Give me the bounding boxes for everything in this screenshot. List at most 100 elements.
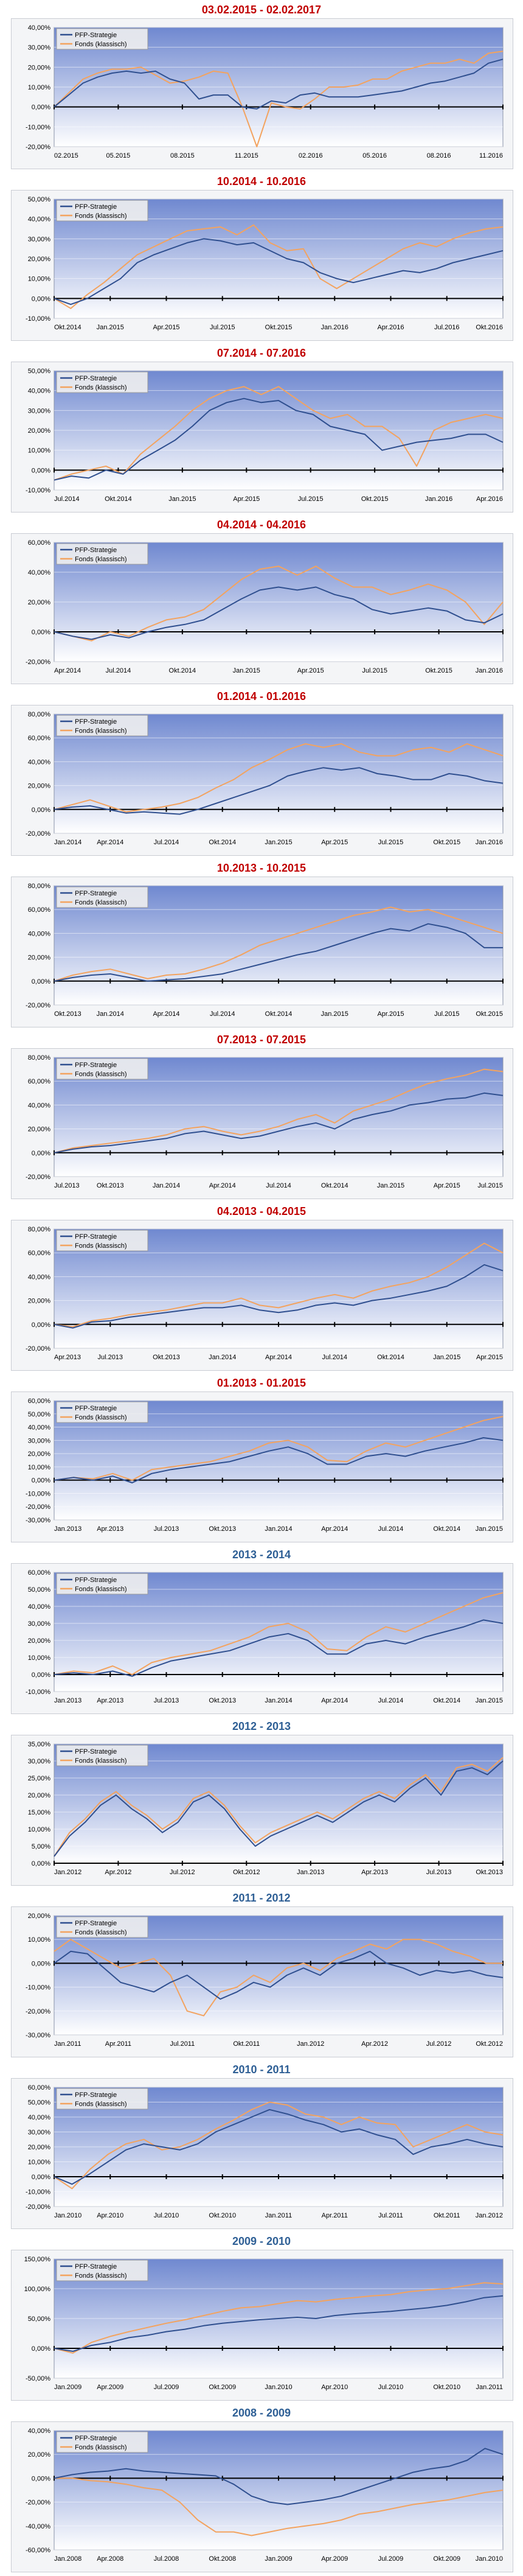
y-tick-label: -20,00% [26, 144, 50, 151]
chart-frame: 40,00% 30,00% 20,00% 10,00% 0,00% -10,00% -20,… [11, 18, 513, 169]
chart-frame: 40,00% 20,00% 0,00% -20,00% -40,00% -60,00% Ja… [11, 2421, 513, 2572]
x-tick-label: Okt.2014 [377, 1354, 404, 1361]
legend-box [56, 1916, 148, 1938]
y-tick-label: 10,00% [28, 1826, 51, 1833]
legend-box [56, 1401, 148, 1423]
x-tick-label: Apr.2015 [377, 1010, 404, 1018]
y-tick-label: 50,00% [28, 368, 51, 375]
chart-svg: 20,00% 10,00% 0,00% -10,00% -20,00% -30,00% Ja… [26, 1913, 504, 2048]
x-tick-label: Jan.2015 [476, 1697, 503, 1704]
x-tick-label: Jul.2013 [54, 1182, 80, 1189]
legend-box [56, 2088, 148, 2110]
x-tick-label: Jan.2010 [265, 2384, 292, 2391]
y-tick-label: -40,00% [26, 2523, 50, 2530]
y-tick-label: 40,00% [28, 2427, 51, 2435]
chart-title: 01.2013 - 01.2015 [216, 1377, 307, 1389]
y-tick-label: 60,00% [28, 735, 51, 742]
legend-label-fund: Fonds (klassisch) [75, 384, 127, 391]
y-tick-label: 60,00% [28, 1569, 51, 1577]
y-tick-label: 30,00% [28, 44, 51, 52]
x-tick-label: Apr.2009 [321, 2555, 348, 2563]
x-tick-label: Jan.2014 [97, 1010, 124, 1018]
x-tick-label: Jul.2015 [362, 667, 387, 674]
series-line-fund [54, 2477, 504, 2536]
chart-title: 2011 - 2012 [232, 1892, 291, 1904]
x-tick-label: Okt.2014 [169, 667, 196, 674]
y-tick-label: 50,00% [28, 1586, 51, 1594]
x-tick-label: Jan.2014 [265, 1697, 292, 1704]
x-tick-label: Jan.2013 [54, 1697, 81, 1704]
y-tick-label: -20,00% [26, 1002, 50, 1009]
x-tick-label: Jan.2015 [377, 1182, 404, 1189]
chart-frame: 35,00% 30,00% 25,00% 20,00% 15,00% 10,00% 5,00… [11, 1735, 513, 1886]
y-tick-label: -20,00% [26, 1503, 50, 1511]
series-line-fund [54, 906, 504, 982]
chart-svg: 40,00% 30,00% 20,00% 10,00% 0,00% -10,00% -20,… [26, 24, 504, 159]
x-tick-label: Jan.2015 [433, 1354, 460, 1361]
legend: PFP-Strategie Fonds (klassisch) [56, 2259, 148, 2281]
x-tick-label: Jul.2013 [97, 1354, 123, 1361]
y-tick-label: 10,00% [28, 1464, 51, 1471]
x-tick-label: Okt.2010 [209, 2212, 236, 2219]
x-tick-label: 11.2016 [479, 152, 503, 159]
x-tick-label: Apr.2010 [97, 2212, 123, 2219]
y-tick-label: 15,00% [28, 1809, 51, 1816]
x-tick-label: Jan.2009 [265, 2555, 292, 2563]
chart-panel: 2009 - 2010 150,00% 100,00% 50,00% 0,00% -50,… [0, 2231, 523, 2403]
x-tick-label: Apr.2014 [97, 839, 123, 846]
chart-panel: 2011 - 2012 20,00% 10,00% 0,00% -10,00% -20,0… [0, 1888, 523, 2060]
y-tick-label: 30,00% [28, 1437, 51, 1444]
legend: PFP-Strategie Fonds (klassisch) [56, 2088, 148, 2110]
y-tick-label: 50,00% [28, 2099, 51, 2107]
legend-label-fund: Fonds (klassisch) [75, 2444, 127, 2451]
legend: PFP-Strategie Fonds (klassisch) [56, 28, 148, 50]
series-line-strategy [54, 1437, 504, 1483]
chart-svg: 35,00% 30,00% 25,00% 20,00% 15,00% 10,00% 5,00… [28, 1741, 504, 1876]
x-tick-label: Apr.2014 [265, 1354, 292, 1361]
x-tick-label: Okt.2015 [433, 839, 460, 846]
chart-panel: 2013 - 2014 60,00% 50,00% 40,00% 30,00% 20,00… [0, 1545, 523, 1717]
legend-box [56, 2259, 148, 2281]
chart-title: 2009 - 2010 [232, 2235, 291, 2247]
x-tick-label: Apr.2013 [361, 1869, 388, 1876]
x-tick-label: Okt.2014 [321, 1182, 348, 1189]
legend-box [56, 28, 148, 50]
series-line-strategy [54, 2448, 504, 2505]
x-tick-label: Apr.2015 [233, 495, 260, 503]
legend-label-fund: Fonds (klassisch) [75, 1242, 127, 1250]
chart-svg: 80,00% 60,00% 40,00% 20,00% 0,00% -20,00% Okt.… [26, 883, 504, 1018]
y-tick-label: 40,00% [28, 2114, 51, 2121]
y-tick-label: 0,00% [32, 978, 50, 985]
y-tick-label: 5,00% [32, 1843, 50, 1850]
series-line-strategy [54, 1760, 504, 1857]
y-tick-label: 40,00% [28, 1273, 51, 1281]
x-tick-label: Apr.2016 [377, 324, 404, 331]
series-line-strategy [54, 2295, 504, 2352]
series-line-fund [54, 386, 504, 481]
y-tick-label: -10,00% [26, 124, 50, 131]
series-line-fund [54, 2282, 504, 2354]
chart-panel: 2008 - 2009 40,00% 20,00% 0,00% -20,00% -40,0… [0, 2403, 523, 2575]
chart-panel: 01.2014 - 01.2016 80,00% 60,00% 40,00% 20,00… [0, 687, 523, 858]
y-tick-label: 60,00% [28, 1250, 51, 1257]
series-line-strategy [54, 923, 503, 982]
series-line-fund [54, 1416, 504, 1481]
series-line-fund [54, 1757, 504, 1857]
x-tick-label: Apr.2013 [97, 1525, 123, 1533]
legend-label-fund: Fonds (klassisch) [75, 2101, 127, 2108]
chart-frame: 60,00% 50,00% 40,00% 30,00% 20,00% 10,00% 0,00… [11, 1563, 513, 1714]
x-tick-label: Jul.2015 [378, 839, 404, 846]
legend-box [56, 1058, 148, 1080]
legend: PFP-Strategie Fonds (klassisch) [56, 1745, 148, 1766]
x-tick-label: Jul.2013 [426, 1869, 452, 1876]
x-tick-label: 05.2016 [362, 152, 387, 159]
chart-panel: 04.2013 - 04.2015 80,00% 60,00% 40,00% 20,00… [0, 1202, 523, 1373]
y-tick-label: -20,00% [26, 2499, 50, 2507]
x-tick-label: 05.2015 [106, 152, 131, 159]
series-line-fund [54, 1592, 504, 1675]
y-tick-label: 20,00% [28, 1126, 51, 1133]
series-line-strategy [54, 1264, 504, 1329]
y-tick-label: -10,00% [26, 1490, 50, 1497]
x-tick-label: Okt.2014 [433, 1525, 460, 1533]
legend-label-fund: Fonds (klassisch) [75, 212, 127, 220]
